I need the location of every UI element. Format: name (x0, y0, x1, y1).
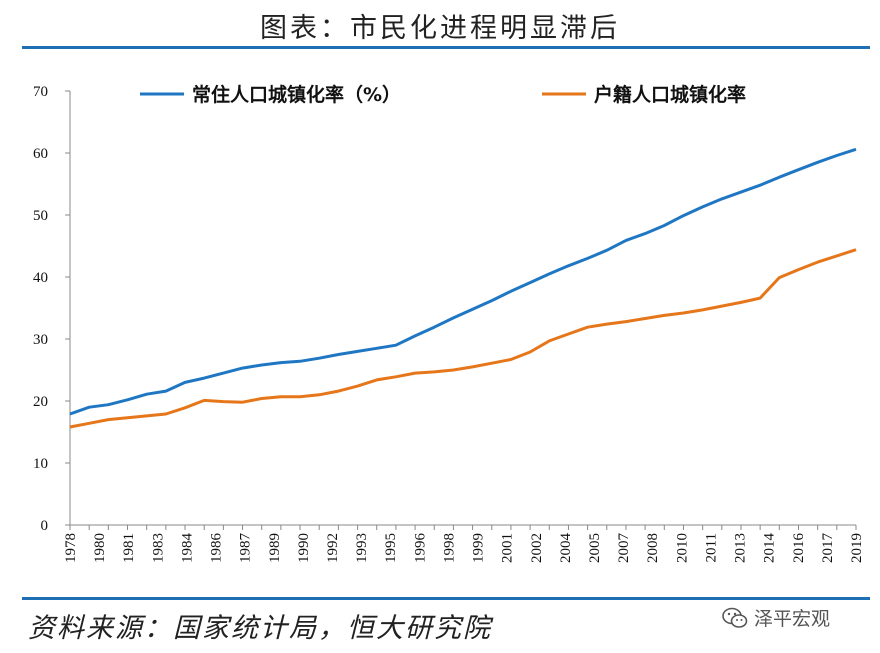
source-note: 资料来源：国家统计局，恒大研究院 (28, 613, 492, 644)
page-title: 图表：市民化进程明显滞后 (260, 13, 620, 44)
x-tick-label: 1996 (412, 533, 428, 564)
y-tick-label: 0 (41, 518, 49, 534)
x-tick-label: 2014 (762, 533, 778, 564)
x-tick-label: 1992 (325, 533, 341, 563)
x-tick-label: 2005 (587, 533, 603, 563)
x-tick-label: 1999 (471, 533, 487, 563)
x-tick-label: 2011 (703, 533, 719, 562)
y-tick-label: 20 (33, 394, 48, 410)
x-tick-label: 1987 (238, 533, 254, 564)
x-tick-label: 2007 (616, 533, 632, 564)
x-tick-label: 2008 (645, 533, 661, 563)
x-tick-label: 1993 (354, 533, 370, 563)
x-tick-label: 1980 (92, 533, 108, 563)
title-divider (22, 46, 870, 49)
y-tick-label: 40 (33, 270, 48, 286)
x-tick-label: 2016 (791, 533, 807, 564)
watermark: 泽平宏观 (722, 604, 830, 631)
x-tick-label: 2017 (820, 533, 836, 564)
x-tick-label: 2004 (558, 533, 574, 564)
y-tick-label: 70 (33, 84, 48, 100)
x-tick-label: 1978 (63, 533, 79, 563)
x-tick-label: 2019 (849, 533, 865, 563)
x-tick-label: 2002 (529, 533, 545, 563)
x-tick-label: 1998 (441, 533, 457, 563)
series-line-2 (69, 248, 857, 429)
series-line-1 (69, 147, 857, 416)
y-tick-label: 10 (33, 456, 48, 472)
x-tick-label: 1990 (296, 533, 312, 563)
y-tick-label: 50 (33, 208, 48, 224)
x-tick-label: 2001 (500, 533, 516, 563)
x-tick-label: 1981 (121, 533, 137, 563)
legend-label-2: 户籍人口城镇化率 (594, 83, 746, 106)
x-tick-label: 2010 (674, 533, 690, 563)
y-tick-label: 30 (33, 332, 48, 348)
x-tick-label: 1986 (209, 533, 225, 564)
wechat-icon (722, 607, 748, 628)
legend-label-1: 常住人口城镇化率（%） (192, 83, 401, 106)
line-chart: 0 10 20 30 40 50 60 70 1978 1980 1981 1983 1984 1986 1… (33, 83, 865, 564)
x-tick-label: 1984 (179, 533, 195, 564)
watermark-text: 泽平宏观 (754, 608, 831, 630)
x-tick-label: 1995 (383, 533, 399, 563)
source-divider (22, 597, 870, 600)
x-tick-label: 2013 (733, 533, 749, 563)
x-tick-label: 1989 (267, 533, 283, 563)
y-tick-label: 60 (33, 146, 48, 162)
x-tick-label: 1983 (150, 533, 166, 563)
